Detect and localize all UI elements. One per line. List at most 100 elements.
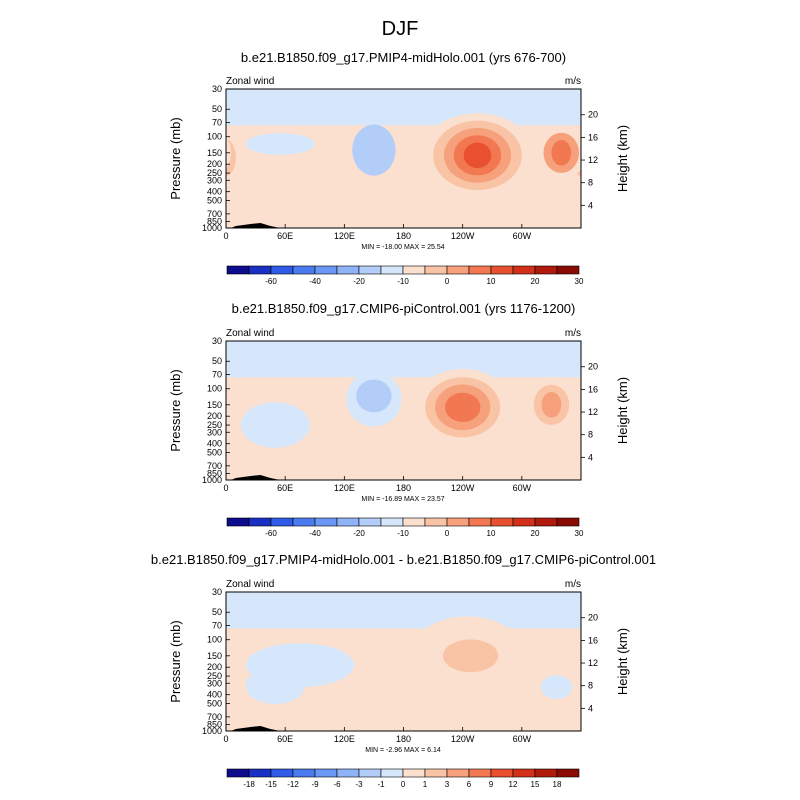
y-tick-label: 70	[212, 118, 222, 128]
colorbar-box	[226, 265, 250, 275]
y-tick-label: 500	[207, 699, 222, 709]
y-tick-label: 850	[207, 469, 222, 479]
colorbar-box	[512, 768, 536, 778]
contour-feature	[226, 647, 234, 675]
colorbar-box	[336, 265, 360, 275]
y-tick-label: 250	[207, 168, 222, 178]
y-tick-label: 850	[207, 217, 222, 227]
colorbar-box	[468, 265, 492, 275]
colorbar-box	[402, 265, 426, 275]
right-axis-label: Height (km)	[615, 125, 630, 192]
y-tick-label: 50	[212, 104, 222, 114]
colorbar-tick-label: 6	[467, 780, 472, 789]
colorbar-tick-label: -20	[353, 277, 365, 286]
y-tick-label: 700	[207, 209, 222, 219]
contour-field	[226, 341, 581, 480]
colorbar-box	[292, 517, 316, 527]
contour-feature	[442, 639, 499, 673]
y-tick-label: 500	[207, 448, 222, 458]
y-tick-label: 1000	[202, 475, 222, 485]
colorbar-box	[468, 517, 492, 527]
colorbar-box	[270, 517, 294, 527]
contour-field	[226, 89, 581, 228]
colorbar-box	[336, 768, 360, 778]
y-tick-label: 100	[207, 132, 222, 142]
colorbar-box	[226, 517, 250, 527]
height-tick-label: 12	[588, 407, 598, 417]
x-tick-label: 60W	[513, 483, 532, 493]
y-tick-label: 400	[207, 187, 222, 197]
colorbar-tick-label: 30	[575, 277, 584, 286]
colorbar-box	[358, 517, 382, 527]
x-tick-label: 120W	[451, 734, 475, 744]
left-label: Zonal wind	[226, 76, 274, 87]
panel-title: b.e21.B1850.f09_g17.CMIP6-piControl.001 …	[232, 301, 576, 316]
y-tick-label: 700	[207, 712, 222, 722]
colorbar-box	[380, 768, 404, 778]
colorbar-box	[446, 517, 470, 527]
height-tick-label: 8	[588, 430, 593, 440]
colorbar-tick-label: -3	[355, 780, 363, 789]
colorbar-box	[336, 517, 360, 527]
colorbar-box	[292, 265, 316, 275]
colorbar-box	[358, 768, 382, 778]
panel-1: b.e21.B1850.f09_g17.PMIP4-midHolo.001 (y…	[168, 50, 630, 286]
height-tick-label: 8	[588, 178, 593, 188]
colorbar-box	[402, 517, 426, 527]
y-tick-label: 150	[207, 651, 222, 661]
panels: b.e21.B1850.f09_g17.PMIP4-midHolo.001 (y…	[151, 50, 656, 789]
y-tick-label: 500	[207, 196, 222, 206]
colorbar-box	[446, 768, 470, 778]
y-tick-label: 100	[207, 635, 222, 645]
colorbar-box	[380, 265, 404, 275]
contour-feature	[329, 203, 379, 217]
y-tick-label: 50	[212, 607, 222, 617]
colorbar-tick-label: 10	[487, 277, 496, 286]
y-tick-label: 150	[207, 400, 222, 410]
contour-feature	[240, 402, 310, 448]
contour-feature	[285, 706, 345, 718]
colorbar-box	[292, 768, 316, 778]
colorbar-tick-label: 18	[553, 780, 562, 789]
y-tick-label: 250	[207, 420, 222, 430]
y-tick-label: 850	[207, 720, 222, 730]
contour-feature	[319, 453, 389, 472]
right-axis-label: Height (km)	[615, 628, 630, 695]
colorbar-box	[534, 265, 558, 275]
colorbar-tick-label: -60	[265, 529, 277, 538]
colorbar-box	[248, 768, 272, 778]
colorbar-tick-label: -60	[265, 277, 277, 286]
colorbar-tick-label: 30	[575, 529, 584, 538]
upper-band	[226, 89, 581, 126]
panel-title: b.e21.B1850.f09_g17.PMIP4-midHolo.001 - …	[151, 552, 656, 567]
colorbar-tick-label: -15	[265, 780, 277, 789]
min-max-text: MIN = -18.00 MAX = 25.54	[361, 244, 444, 251]
x-tick-label: 0	[223, 483, 228, 493]
topography	[230, 223, 281, 228]
min-max-text: MIN = -2.96 MAX = 6.14	[365, 747, 441, 754]
y-tick-label: 200	[207, 159, 222, 169]
colorbar-box	[380, 517, 404, 527]
topography	[230, 726, 281, 731]
y-tick-label: 300	[207, 678, 222, 688]
colorbar-tick-label: 15	[531, 780, 540, 789]
x-tick-label: 120W	[451, 231, 475, 241]
colorbar-tick-label: -9	[311, 780, 319, 789]
upper-band	[226, 592, 581, 629]
colorbar-box	[248, 265, 272, 275]
x-tick-label: 120W	[451, 483, 475, 493]
colorbar-box	[512, 265, 536, 275]
y-tick-label: 200	[207, 411, 222, 421]
colorbar-tick-label: 0	[445, 529, 450, 538]
colorbar-box	[556, 517, 580, 527]
y-tick-label: 70	[212, 621, 222, 631]
y-axis-label: Pressure (mb)	[168, 620, 183, 702]
colorbar-box	[314, 265, 338, 275]
colorbar-box	[270, 768, 294, 778]
x-tick-label: 60E	[277, 734, 293, 744]
contour-feature	[463, 142, 492, 169]
height-tick-label: 8	[588, 681, 593, 691]
colorbar-tick-label: 20	[531, 529, 540, 538]
height-tick-label: 16	[588, 132, 598, 142]
left-label: Zonal wind	[226, 328, 274, 339]
